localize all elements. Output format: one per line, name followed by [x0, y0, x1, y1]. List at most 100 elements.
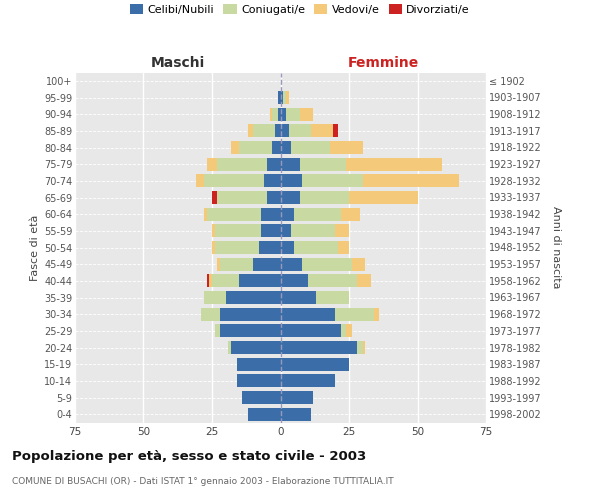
Bar: [281, 224, 292, 237]
Bar: [215, 241, 259, 254]
Bar: [302, 174, 363, 188]
Bar: [212, 191, 217, 204]
Bar: [294, 208, 341, 220]
Bar: [248, 124, 253, 138]
Bar: [335, 224, 349, 237]
Bar: [239, 274, 281, 287]
Bar: [215, 324, 220, 338]
Bar: [374, 308, 379, 320]
Bar: [196, 174, 204, 188]
Bar: [262, 208, 281, 220]
Bar: [281, 241, 294, 254]
Bar: [248, 408, 281, 420]
Bar: [281, 258, 302, 270]
Bar: [299, 191, 349, 204]
Bar: [286, 108, 299, 120]
Bar: [281, 158, 299, 170]
Bar: [292, 141, 330, 154]
Bar: [206, 274, 209, 287]
Bar: [204, 291, 226, 304]
Bar: [281, 374, 335, 388]
Bar: [346, 158, 442, 170]
Bar: [253, 258, 281, 270]
Bar: [281, 208, 294, 220]
Bar: [281, 308, 335, 320]
Bar: [267, 191, 281, 204]
Bar: [357, 274, 371, 287]
Bar: [212, 241, 215, 254]
Bar: [294, 241, 338, 254]
Bar: [231, 141, 239, 154]
Bar: [289, 124, 311, 138]
Y-axis label: Fasce di età: Fasce di età: [29, 214, 40, 280]
Bar: [281, 341, 357, 354]
Bar: [278, 108, 281, 120]
Bar: [281, 108, 286, 120]
Bar: [281, 191, 299, 204]
Legend: Celibi/Nubili, Coniugati/e, Vedovi/e, Divorziati/e: Celibi/Nubili, Coniugati/e, Vedovi/e, Di…: [125, 0, 475, 20]
Bar: [281, 291, 316, 304]
Bar: [231, 341, 281, 354]
Bar: [226, 291, 281, 304]
Bar: [201, 308, 220, 320]
Bar: [346, 324, 352, 338]
Bar: [286, 91, 289, 104]
Bar: [217, 158, 267, 170]
Bar: [338, 241, 349, 254]
Bar: [283, 91, 286, 104]
Bar: [281, 174, 302, 188]
Bar: [229, 341, 231, 354]
Bar: [292, 224, 335, 237]
Bar: [204, 174, 264, 188]
Bar: [262, 224, 281, 237]
Bar: [281, 141, 292, 154]
Bar: [332, 124, 338, 138]
Bar: [220, 258, 253, 270]
Bar: [341, 208, 360, 220]
Bar: [267, 158, 281, 170]
Bar: [330, 141, 363, 154]
Bar: [206, 208, 262, 220]
Text: Femmine: Femmine: [347, 56, 419, 70]
Bar: [316, 291, 349, 304]
Bar: [209, 274, 212, 287]
Bar: [341, 324, 346, 338]
Bar: [272, 108, 278, 120]
Bar: [236, 374, 281, 388]
Bar: [217, 191, 267, 204]
Y-axis label: Anni di nascita: Anni di nascita: [551, 206, 561, 288]
Bar: [220, 308, 281, 320]
Text: Popolazione per età, sesso e stato civile - 2003: Popolazione per età, sesso e stato civil…: [12, 450, 366, 463]
Bar: [212, 224, 215, 237]
Bar: [215, 224, 262, 237]
Bar: [212, 274, 239, 287]
Bar: [275, 124, 281, 138]
Bar: [272, 141, 281, 154]
Bar: [281, 324, 341, 338]
Bar: [253, 124, 275, 138]
Bar: [281, 274, 308, 287]
Bar: [281, 358, 349, 370]
Bar: [220, 324, 281, 338]
Bar: [242, 391, 281, 404]
Bar: [281, 408, 311, 420]
Bar: [278, 91, 281, 104]
Text: COMUNE DI BUSACHI (OR) - Dati ISTAT 1° gennaio 2003 - Elaborazione TUTTITALIA.IT: COMUNE DI BUSACHI (OR) - Dati ISTAT 1° g…: [12, 478, 394, 486]
Bar: [217, 258, 220, 270]
Bar: [269, 108, 272, 120]
Bar: [204, 208, 206, 220]
Bar: [281, 124, 289, 138]
Bar: [349, 191, 418, 204]
Bar: [281, 391, 313, 404]
Bar: [357, 341, 363, 354]
Bar: [281, 91, 283, 104]
Bar: [308, 274, 357, 287]
Bar: [236, 358, 281, 370]
Bar: [259, 241, 281, 254]
Bar: [239, 141, 272, 154]
Bar: [363, 174, 458, 188]
Bar: [352, 258, 365, 270]
Bar: [299, 158, 346, 170]
Bar: [363, 341, 365, 354]
Bar: [299, 108, 313, 120]
